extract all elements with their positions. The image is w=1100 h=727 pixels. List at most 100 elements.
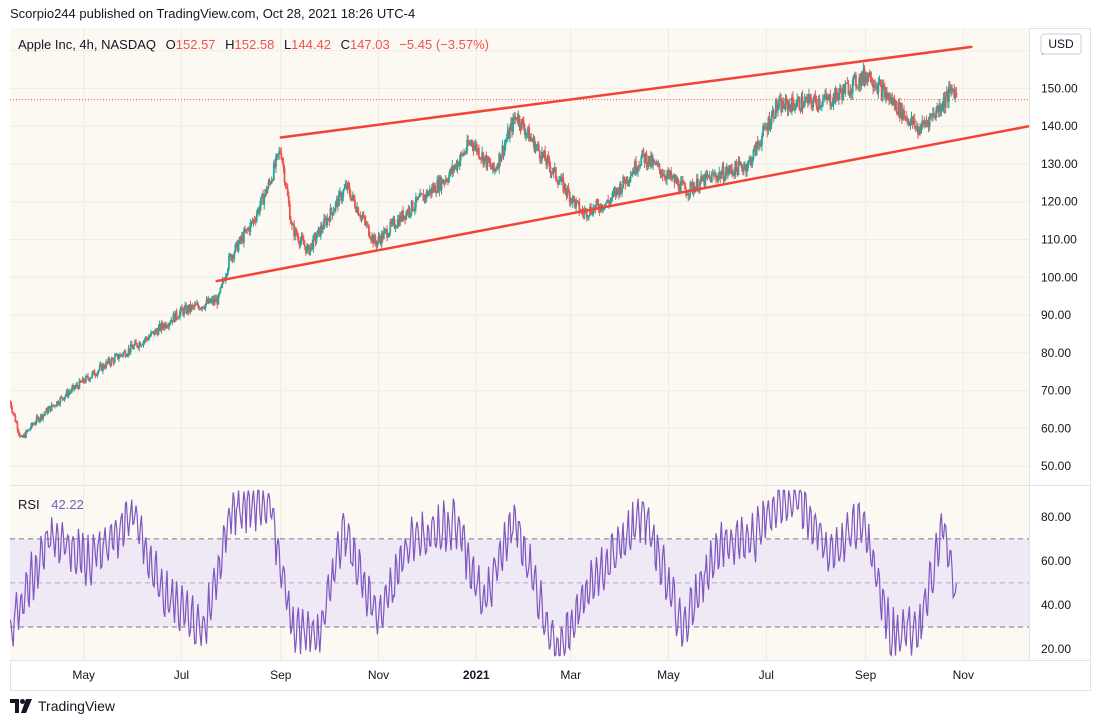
candle-body	[755, 141, 758, 155]
rsi-line	[10, 489, 957, 658]
candle-body	[745, 164, 747, 172]
candle-body	[889, 98, 892, 101]
candle-body	[294, 228, 297, 237]
candle-body	[46, 408, 49, 414]
candle-body	[261, 194, 263, 198]
candle-body	[750, 158, 753, 165]
candle-body	[706, 174, 709, 177]
candle-body	[64, 395, 67, 398]
candle-body	[704, 173, 707, 186]
candle-body	[772, 110, 775, 119]
candle-body	[759, 145, 762, 147]
trendlines[interactable]	[215, 45, 1031, 283]
candle-body	[742, 167, 745, 172]
candle-body	[687, 194, 690, 196]
candle-body	[355, 207, 357, 212]
candle-body	[637, 166, 639, 172]
candle-body	[771, 110, 774, 116]
candle-body	[676, 180, 679, 184]
candle-body	[342, 190, 345, 198]
candle-body	[636, 171, 638, 173]
candle-body	[95, 375, 98, 377]
candle-body	[485, 155, 488, 168]
candle-body	[20, 435, 23, 437]
candle-body	[53, 405, 56, 407]
candle-body	[323, 218, 325, 229]
candle-body	[197, 303, 199, 307]
candle-body	[852, 75, 855, 80]
candle-body	[522, 121, 525, 129]
rsi-tick-label: 80.00	[1041, 510, 1071, 524]
candle-body	[276, 154, 278, 157]
candle-body	[505, 139, 508, 142]
candle-body	[341, 197, 344, 201]
rsi-axis[interactable]: 80.00 60.00 40.00 20.00	[1041, 510, 1071, 656]
candle-body	[915, 125, 918, 127]
candle-body	[513, 117, 516, 120]
footer-brand[interactable]: TradingView	[10, 698, 115, 714]
currency-badge[interactable]: USD	[1040, 33, 1082, 55]
candle-body	[69, 391, 72, 393]
candle-body	[936, 105, 939, 112]
candle-body	[535, 146, 538, 147]
candle-body	[423, 195, 426, 201]
candle-body	[402, 210, 404, 220]
candle-body	[309, 247, 312, 255]
candle-body	[231, 255, 234, 261]
candle-body	[817, 100, 820, 109]
candle-body	[119, 354, 121, 358]
candle-body	[880, 83, 883, 99]
candle-body	[921, 120, 924, 128]
candle-body	[707, 174, 710, 177]
candle-body	[32, 423, 35, 426]
candle-body	[328, 218, 331, 222]
candle-body	[683, 183, 685, 184]
candle-body	[595, 200, 598, 206]
candle-body	[345, 184, 348, 189]
candle-body	[254, 220, 257, 222]
candle-body	[699, 181, 701, 189]
candle-body	[526, 132, 528, 134]
candle-body	[79, 380, 82, 383]
candle-body	[570, 198, 573, 204]
candle-body	[933, 113, 935, 117]
candle-body	[232, 255, 235, 259]
chart-area[interactable]: 160.00150.00140.00130.00120.00110.00100.…	[10, 28, 1091, 691]
price-tick-label: 100.00	[1041, 270, 1078, 284]
candle-body	[644, 154, 647, 163]
candle-body	[460, 153, 463, 155]
price-tick-label: 80.00	[1041, 346, 1071, 360]
low-label: L	[284, 37, 291, 52]
candle-body	[709, 176, 712, 183]
candle-body	[365, 223, 368, 225]
candle-body	[394, 227, 397, 229]
candle-body	[223, 280, 226, 282]
candle-body	[559, 180, 561, 182]
candle-body	[836, 95, 839, 100]
candle-body	[776, 99, 778, 111]
candle-body	[330, 207, 333, 213]
candle-body	[902, 110, 904, 120]
candle-body	[470, 140, 473, 144]
candle-body	[401, 210, 403, 221]
candle-body	[99, 364, 102, 366]
candle-body	[767, 117, 770, 132]
candle-body	[811, 103, 814, 108]
candle-body	[204, 303, 207, 309]
candle-body	[903, 110, 905, 117]
candle-body	[236, 241, 239, 252]
candle-body	[586, 216, 589, 218]
candle-body	[153, 331, 156, 335]
time-axis[interactable]: May Jul Sep Nov 2021 Mar May Jul Sep Nov	[72, 668, 974, 682]
candle-body	[824, 94, 826, 99]
candle-body	[275, 156, 277, 168]
svg-text:RSI 42.22: RSI 42.22	[18, 497, 84, 512]
low-value: 144.42	[291, 37, 331, 52]
candle-body	[207, 298, 210, 304]
candle-body	[369, 236, 371, 239]
candle-body	[873, 85, 876, 88]
candle-body	[942, 97, 945, 107]
candle-body	[525, 133, 527, 135]
price-axis[interactable]: 160.00150.00140.00130.00120.00110.00100.…	[1041, 44, 1078, 473]
candle-body	[444, 179, 447, 183]
